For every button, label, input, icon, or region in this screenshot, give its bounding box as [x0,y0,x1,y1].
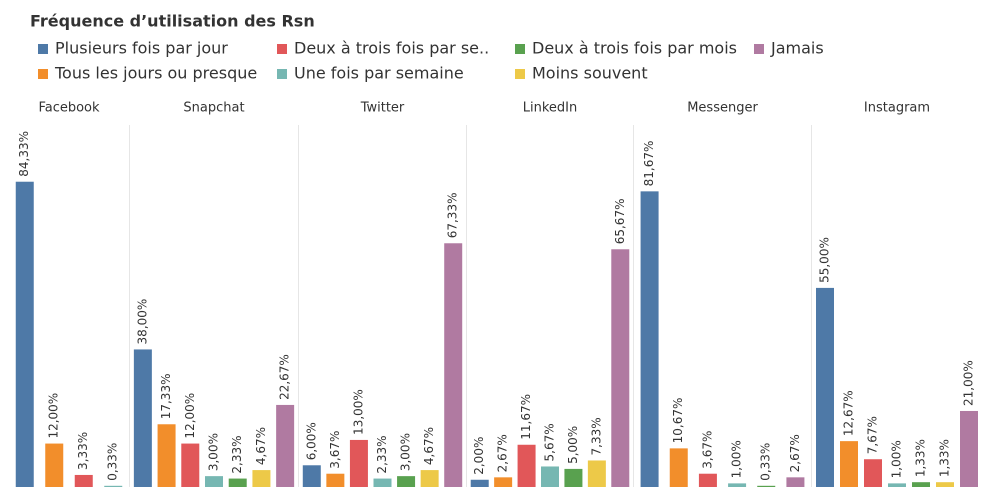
bar [840,441,858,487]
legend-label: Deux à trois fois par se.. [294,39,489,58]
value-label: 84,33% [17,131,31,177]
bar [15,181,34,487]
value-label: 4,67% [254,427,268,465]
bar [397,476,416,487]
value-label: 12,00% [47,393,61,439]
bar [45,443,64,487]
value-label: 67,33% [446,192,460,238]
bar [640,191,659,487]
bar [888,483,906,487]
bar [786,477,805,487]
value-label: 2,33% [230,435,244,473]
panel-label: Facebook [38,101,100,116]
panel-label: Twitter [360,101,405,116]
value-label: 5,00% [566,426,580,464]
panel-label: Snapchat [183,101,244,116]
legend-swatch [754,44,764,54]
value-label: 2,67% [788,434,802,472]
value-label: 17,33% [159,373,173,419]
value-label: 1,00% [890,440,904,478]
legend-label: Moins souvent [532,64,648,83]
bar [205,476,223,487]
value-label: 3,33% [76,432,90,470]
bar [757,485,776,487]
legend-swatch [38,69,48,79]
legend-label: Tous les jours ou presque [54,64,257,83]
value-label: 1,33% [938,439,952,477]
bar [669,448,688,487]
value-label: 2,33% [375,435,389,473]
bar [104,485,123,487]
bar [494,477,513,487]
value-label: 55,00% [818,237,832,283]
bar [276,404,295,487]
bar [564,468,583,487]
bar [74,474,93,487]
panel-label: Messenger [687,101,758,116]
bar [960,410,978,487]
value-label: 12,67% [842,390,856,436]
value-label: 3,67% [328,431,342,469]
value-label: 3,00% [207,433,221,471]
value-label: 7,67% [866,416,880,454]
value-label: 3,00% [399,433,413,471]
legend-label: Jamais [770,39,824,58]
value-label: 3,67% [700,431,714,469]
chart-title: Fréquence d’utilisation des Rsn [30,12,315,31]
value-label: 13,00% [351,389,365,435]
bar [228,478,247,487]
value-label: 65,67% [613,199,627,245]
value-label: 5,67% [543,423,557,461]
bar [157,424,176,487]
bar [302,465,321,487]
value-label: 2,67% [496,434,510,472]
value-label: 10,67% [671,398,685,444]
value-label: 1,00% [730,440,744,478]
panel-label: LinkedIn [523,101,577,116]
value-label: 2,00% [472,437,486,475]
value-label: 4,67% [422,427,436,465]
legend-swatch [38,44,48,54]
bar [541,466,559,487]
bar [373,478,392,487]
legend-swatch [515,44,525,54]
value-label: 6,00% [304,422,318,460]
value-label: 0,33% [106,443,120,481]
bar [936,482,954,487]
bar [587,460,606,487]
bar [349,439,368,487]
value-label: 38,00% [135,299,149,345]
bar [864,459,882,487]
legend-label: Deux à trois fois par mois [532,39,737,58]
bar [470,479,489,487]
bar [420,470,439,487]
value-label: 22,67% [278,354,292,400]
value-label: 12,00% [183,393,197,439]
value-label: 1,33% [914,439,928,477]
bar [816,287,834,487]
bar [517,444,536,487]
bar [912,482,930,487]
value-label: 7,33% [589,417,603,455]
legend-swatch [277,69,287,79]
bar [444,243,463,487]
value-label: 11,67% [519,394,533,440]
value-label: 0,33% [759,443,773,481]
bar [252,470,271,487]
panel-label: Instagram [864,101,930,116]
bar [698,473,717,487]
legend-swatch [515,69,525,79]
bar [326,473,345,487]
bar [611,249,630,487]
bar [728,483,747,487]
value-label: 21,00% [962,360,976,406]
value-label: 81,67% [642,141,656,187]
legend-swatch [277,44,287,54]
bar [133,349,152,487]
legend-label: Une fois par semaine [294,64,464,83]
legend-label: Plusieurs fois par jour [55,39,228,58]
bar [181,443,200,487]
